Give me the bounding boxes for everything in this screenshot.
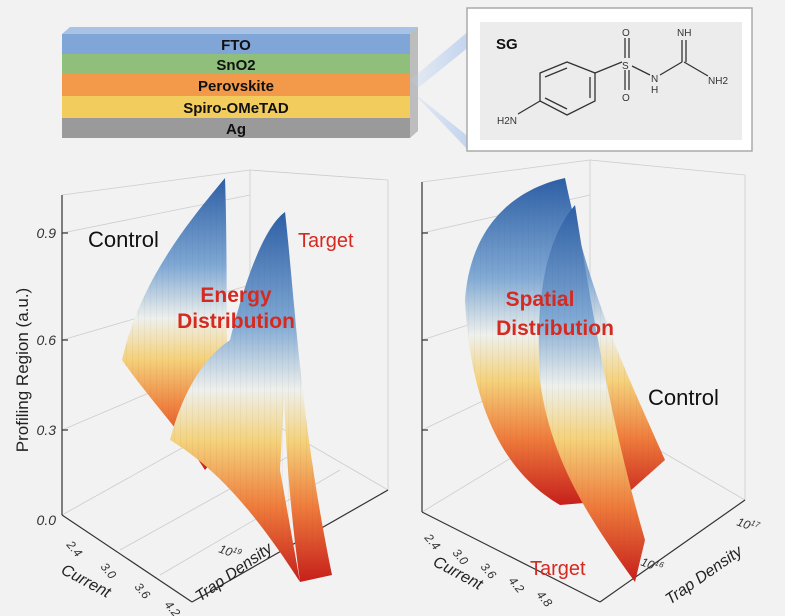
layer-label-ag: Ag	[226, 121, 246, 138]
molecule-name: SG	[496, 36, 518, 53]
left-trap-tick-exp: 19	[232, 545, 244, 557]
molecule-panel: SG O S O N H NH NH2 H2N	[466, 7, 753, 152]
layer-fto	[62, 34, 410, 54]
y-axis-label: Profiling Region (a.u.)	[13, 288, 32, 452]
atom-o-top: O	[622, 28, 630, 39]
left-current-tick: 2.4	[63, 537, 85, 560]
right-trap-label: Trap Density	[663, 542, 747, 608]
right-title-line2: Distribution	[496, 317, 614, 340]
right-current-tick: 2.4	[421, 530, 443, 553]
left-current-tick: 4.2	[162, 598, 184, 616]
right-surface-target	[538, 205, 645, 582]
sg-structure	[517, 38, 709, 116]
left-current-tick: 3.0	[98, 560, 120, 582]
left-current-tick: 3.6	[132, 580, 154, 602]
left-ytick-0.0: 0.0	[37, 512, 57, 528]
right-trap-tick-high: 1017	[735, 514, 762, 536]
left-title-line2: Distribution	[177, 310, 295, 333]
layer-label-fto: FTO	[221, 37, 251, 54]
right-current-tick: 4.2	[506, 574, 528, 596]
layer-ag	[62, 118, 410, 138]
right-title-line1: Spatial	[506, 288, 575, 311]
left-ytick-0.6: 0.6	[37, 332, 57, 348]
layer-sno2	[62, 54, 410, 74]
atom-h2n: H2N	[497, 116, 517, 127]
layer-label-sno2: SnO2	[216, 57, 255, 74]
layer-perovskite	[62, 74, 410, 96]
left-ytick-0.9: 0.9	[37, 225, 57, 241]
atom-nh2: NH2	[708, 76, 728, 87]
right-annotation-control: Control	[648, 385, 719, 410]
right-plot: 2.4 3.0 3.6 4.2 4.8 1017 1016 Current Tr…	[421, 159, 762, 610]
layer-label-spiro: Spiro-OMeTAD	[183, 100, 289, 117]
atom-n-link: N	[651, 74, 658, 85]
atom-s: S	[622, 61, 629, 72]
layer-spiro	[62, 96, 410, 118]
left-trap-tick: 1019	[217, 541, 244, 563]
left-title-line1: Energy	[200, 284, 272, 307]
right-annotation-target: Target	[530, 558, 586, 580]
left-plot: 0.9 0.6 0.3 0.0 2.4 3.0 3.6 4.2 1019 Cur…	[37, 169, 389, 616]
right-trap-tick-low-exp: 16	[654, 558, 666, 570]
atom-nh-imine: NH	[677, 28, 691, 39]
atom-h-link: H	[651, 85, 658, 96]
left-surface-target	[170, 212, 332, 582]
right-plot-axes	[421, 182, 746, 603]
layer-label-perovskite: Perovskite	[198, 78, 274, 95]
right-trap-tick-high-base: 10	[735, 515, 753, 533]
right-current-tick: 4.8	[534, 588, 556, 610]
atom-o-bottom: O	[622, 93, 630, 104]
left-annotation-target: Target	[298, 230, 354, 252]
right-trap-tick-high-exp: 17	[750, 518, 762, 530]
right-trap-tick-low: 1016	[639, 554, 666, 576]
right-trap-tick-low-base: 10	[639, 555, 657, 573]
left-trap-tick-base: 10	[217, 542, 235, 560]
device-layer-stack	[62, 27, 470, 152]
left-ytick-0.3: 0.3	[37, 422, 57, 438]
left-annotation-control: Control	[88, 227, 159, 252]
